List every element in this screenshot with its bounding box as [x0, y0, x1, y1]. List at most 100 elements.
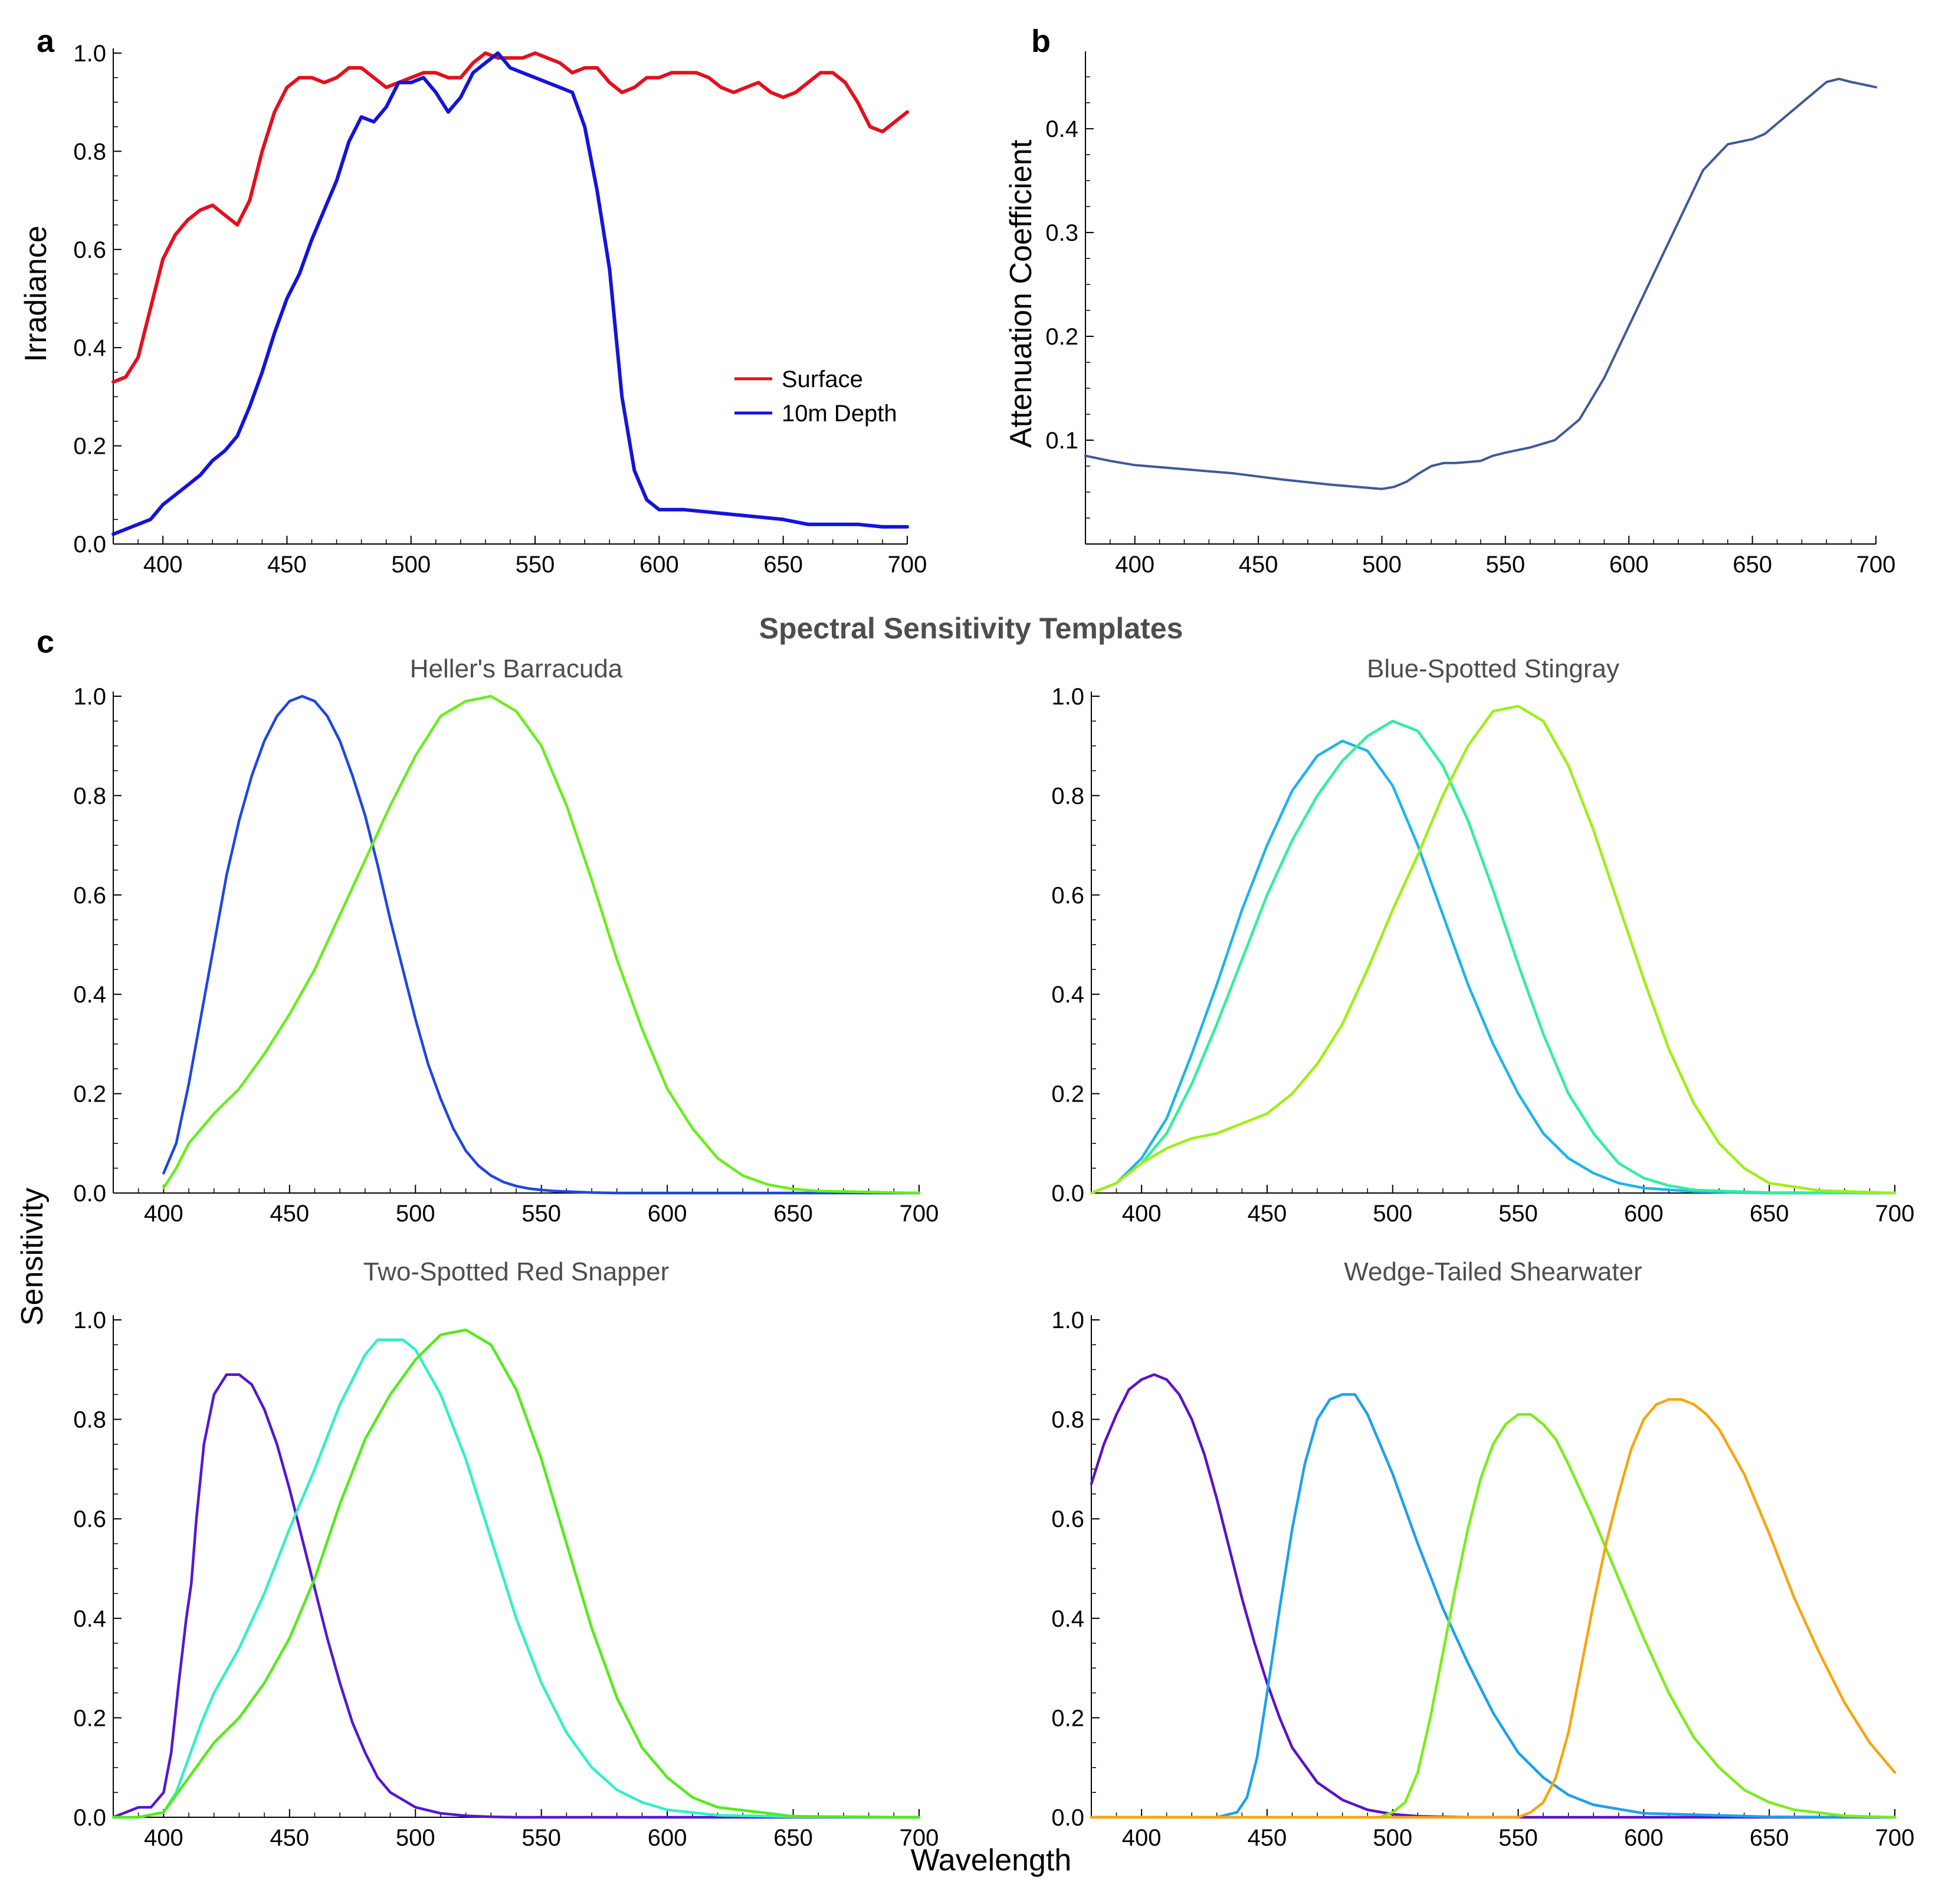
- x-tick-label: 450: [267, 552, 307, 578]
- series-line-cone-1: [111, 1373, 921, 1819]
- shared-ylabel: Sensitivity: [15, 1188, 50, 1326]
- y-axis-title: Attenuation Coefficient: [1004, 139, 1038, 448]
- y-tick-label: 0.6: [1051, 883, 1084, 909]
- x-tick-label: 550: [1486, 552, 1526, 578]
- y-tick-label: 0.8: [73, 783, 106, 809]
- x-tick-label: 700: [900, 1201, 939, 1227]
- y-tick-label: 1.0: [1051, 1307, 1084, 1333]
- x-tick-label: 400: [143, 552, 183, 578]
- y-tick-label: 0.0: [73, 1805, 106, 1831]
- y-tick-label: 0.2: [73, 1082, 106, 1107]
- x-tick-label: 450: [1248, 1825, 1287, 1851]
- series-line-cone-3: [111, 1328, 921, 1819]
- y-axis-title: Irradiance: [19, 225, 53, 362]
- chart-panel-6: 400 450 500 550 600 650 700 0.0 0.2 0.4 0.6 0.8 1.0 W…: [1051, 1257, 1914, 1851]
- subplot-title: Blue-Spotted Stingray: [1367, 654, 1619, 683]
- panel-letter: b: [1031, 24, 1051, 59]
- y-tick-label: 0.3: [1045, 220, 1078, 246]
- series-line-cone-1: [1090, 739, 1897, 1195]
- x-tick-label: 700: [1875, 1825, 1915, 1851]
- y-tick-label: 1.0: [1051, 684, 1084, 710]
- chart-panel-4: 400 450 500 550 600 650 700 0.0 0.2 0.4 0.6 0.8 1.0 B…: [1051, 654, 1914, 1227]
- x-tick-label: 700: [1875, 1201, 1915, 1227]
- x-tick-label: 450: [270, 1825, 309, 1851]
- x-tick-label: 650: [1750, 1201, 1789, 1227]
- x-tick-label: 500: [396, 1201, 435, 1227]
- y-tick-label: 1.0: [73, 1307, 106, 1333]
- chart-panel-3: 400 450 500 550 600 650 700 0.0 0.2 0.4 0.6 0.8 1.0 c…: [37, 624, 939, 1227]
- panel-letter: c: [37, 624, 54, 660]
- x-tick-label: 400: [144, 1201, 183, 1227]
- x-tick-label: 700: [900, 1825, 939, 1851]
- x-tick-label: 450: [270, 1201, 309, 1227]
- y-tick-label: 0.2: [1051, 1082, 1084, 1107]
- x-tick-label: 500: [391, 552, 431, 578]
- x-tick-label: 550: [521, 1825, 561, 1851]
- legend-label: 10m Depth: [782, 401, 897, 427]
- x-tick-label: 650: [773, 1201, 813, 1227]
- y-tick-label: 0.4: [73, 335, 106, 361]
- x-tick-label: 700: [1856, 552, 1896, 578]
- y-tick-label: 0.0: [1051, 1805, 1084, 1831]
- y-tick-label: 1.0: [73, 684, 106, 710]
- subplot-title: Wedge-Tailed Shearwater: [1344, 1257, 1642, 1286]
- series-line-cone-2: [1090, 719, 1897, 1195]
- y-tick-label: 0.0: [1051, 1181, 1084, 1207]
- chart-panel-5: 400 450 500 550 600 650 700 0.0 0.2 0.4 0.6 0.8 1.0 T…: [73, 1257, 939, 1851]
- y-tick-label: 1.0: [73, 41, 106, 67]
- chart-panel-2: 400 450 500 550 600 650 700 0.1 0.2 0.3 0.4 b Attenu…: [1004, 24, 1895, 578]
- x-tick-label: 550: [516, 552, 555, 578]
- y-tick-label: 0.4: [73, 1606, 106, 1632]
- y-tick-label: 0.6: [73, 1506, 106, 1532]
- x-tick-label: 550: [1498, 1201, 1538, 1227]
- series-line-cone-1: [1090, 1373, 1897, 1819]
- x-tick-label: 650: [763, 552, 803, 578]
- y-tick-label: 0.0: [73, 1181, 106, 1207]
- x-tick-label: 600: [639, 552, 679, 578]
- series-line-cone-2: [162, 694, 921, 1195]
- shared-xlabel: Wavelength: [911, 1843, 1072, 1877]
- y-tick-label: 0.4: [1051, 982, 1084, 1008]
- legend-label: Surface: [782, 366, 863, 392]
- x-tick-label: 500: [1362, 552, 1402, 578]
- chart-panel-1: 400 450 500 550 600 650 700 0.0 0.2 0.4 0.6 0.8 1.0 a…: [19, 24, 927, 578]
- y-tick-label: 0.8: [1051, 783, 1084, 809]
- y-tick-label: 0.0: [73, 532, 106, 558]
- series-line-cone-3: [1090, 1413, 1897, 1819]
- y-tick-label: 0.2: [1051, 1705, 1084, 1731]
- x-tick-label: 500: [1373, 1201, 1412, 1227]
- x-tick-label: 400: [1122, 1201, 1162, 1227]
- x-tick-label: 650: [773, 1825, 813, 1851]
- figure-title: Spectral Sensitivity Templates: [759, 612, 1183, 645]
- series-line-surface: [111, 51, 909, 384]
- x-tick-label: 650: [1733, 552, 1772, 578]
- x-tick-label: 600: [1624, 1201, 1664, 1227]
- x-tick-label: 550: [521, 1201, 561, 1227]
- subplot-title: Two-Spotted Red Snapper: [363, 1257, 670, 1286]
- x-tick-label: 450: [1239, 552, 1278, 578]
- y-tick-label: 0.6: [1051, 1506, 1084, 1532]
- x-tick-label: 400: [1115, 552, 1154, 578]
- x-tick-label: 450: [1248, 1201, 1287, 1227]
- x-tick-label: 400: [144, 1825, 183, 1851]
- x-tick-label: 400: [1122, 1825, 1162, 1851]
- panel-letter: a: [37, 24, 55, 59]
- series-line-cone-3: [1090, 704, 1897, 1195]
- y-tick-label: 0.8: [1051, 1407, 1084, 1433]
- x-tick-label: 500: [396, 1825, 435, 1851]
- series-line-cone-1: [162, 694, 921, 1195]
- y-tick-label: 0.4: [1045, 116, 1078, 142]
- series-line-cone-2: [111, 1338, 921, 1819]
- y-tick-label: 0.2: [73, 434, 106, 460]
- x-tick-label: 650: [1750, 1825, 1789, 1851]
- series-line-cone-4: [1090, 1398, 1897, 1819]
- x-tick-label: 550: [1498, 1825, 1538, 1851]
- x-tick-label: 600: [648, 1825, 687, 1851]
- x-tick-label: 600: [648, 1201, 687, 1227]
- y-tick-label: 0.8: [73, 1407, 106, 1433]
- x-tick-label: 700: [888, 552, 927, 578]
- x-tick-label: 600: [1624, 1825, 1664, 1851]
- y-tick-label: 0.4: [1051, 1606, 1084, 1632]
- y-tick-label: 0.6: [73, 237, 106, 263]
